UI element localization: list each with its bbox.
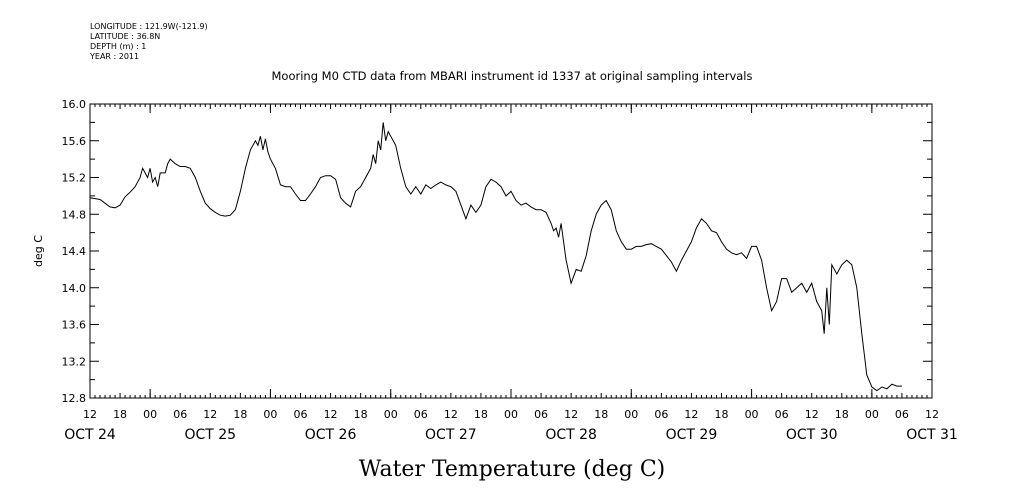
temperature-series-line xyxy=(89,122,902,392)
x-tick-label: 06 xyxy=(534,408,548,421)
chart-title: Mooring M0 CTD data from MBARI instrumen… xyxy=(272,69,753,83)
x-tick-label: 12 xyxy=(684,408,698,421)
x-tick-label: 18 xyxy=(354,408,368,421)
x-tick-label: 12 xyxy=(925,408,939,421)
y-axis-label: deg C xyxy=(32,235,45,267)
x-tick-label: 06 xyxy=(294,408,308,421)
y-tick-label: 12.8 xyxy=(62,392,87,405)
latitude-text: LATITUDE : 36.8N xyxy=(90,32,161,41)
y-tick-label: 13.2 xyxy=(62,355,87,368)
x-tick-label: 18 xyxy=(113,408,127,421)
x-tick-label: 00 xyxy=(143,408,157,421)
x-tick-label: 06 xyxy=(654,408,668,421)
x-tick-label: 00 xyxy=(504,408,518,421)
x-tick-label: 00 xyxy=(745,408,759,421)
x-tick-label: 12 xyxy=(805,408,819,421)
x-tick-label: 00 xyxy=(865,408,879,421)
year-text: YEAR : 2011 xyxy=(90,52,140,61)
x-tick-label: 12 xyxy=(203,408,217,421)
x-tick-label: 12 xyxy=(83,408,97,421)
x-tick-label: 12 xyxy=(564,408,578,421)
x-tick-label: 00 xyxy=(384,408,398,421)
x-tick-label: 18 xyxy=(594,408,608,421)
axis-ticks xyxy=(89,103,933,399)
x-tick-label: 06 xyxy=(895,408,909,421)
x-tick-label: 18 xyxy=(835,408,849,421)
y-tick-label: 14.4 xyxy=(62,245,87,258)
x-tick-label: 00 xyxy=(624,408,638,421)
x-tick-label: 06 xyxy=(414,408,428,421)
y-tick-label: 14.8 xyxy=(62,208,87,221)
x-day-label: OCT 29 xyxy=(666,427,718,443)
x-tick-label: 06 xyxy=(173,408,187,421)
x-day-label: OCT 27 xyxy=(425,427,477,443)
x-axis-label: Water Temperature (deg C) xyxy=(359,457,666,482)
y-tick-label: 13.6 xyxy=(62,319,87,332)
x-day-label: OCT 26 xyxy=(305,427,357,443)
y-tick-label: 15.6 xyxy=(62,135,87,148)
plot-frame xyxy=(89,103,933,399)
x-day-label: OCT 30 xyxy=(786,427,838,443)
x-tick-label: 00 xyxy=(263,408,277,421)
station-metadata: LONGITUDE : 121.9W(-121.9) LATITUDE : 36… xyxy=(90,22,208,62)
y-tick-labels: 12.8 13.2 13.6 14.0 14.4 14.8 15.2 15.6 16.0 xyxy=(62,98,87,405)
depth-text: DEPTH (m) : 1 xyxy=(90,42,147,51)
x-tick-label: 18 xyxy=(233,408,247,421)
x-tick-label: 12 xyxy=(444,408,458,421)
x-tick-label: 12 xyxy=(324,408,338,421)
x-tick-label: 18 xyxy=(715,408,729,421)
longitude-text: LONGITUDE : 121.9W(-121.9) xyxy=(90,22,208,31)
y-tick-label: 16.0 xyxy=(62,98,87,111)
y-tick-label: 14.0 xyxy=(62,282,87,295)
y-tick-label: 15.2 xyxy=(62,172,87,185)
x-day-label: OCT 28 xyxy=(545,427,597,443)
x-day-label: OCT 24 xyxy=(64,427,116,443)
x-day-labels: OCT 24 OCT 25 OCT 26 OCT 27 OCT 28 OCT 29 OCT … xyxy=(64,427,958,443)
x-day-label: OCT 25 xyxy=(184,427,236,443)
x-tick-label: 18 xyxy=(474,408,488,421)
x-tick-label: 06 xyxy=(775,408,789,421)
x-hour-labels: 12 18 00 06 12 18 00 06 12 18 00 06 12 18 00 06 12 18 00 06… xyxy=(83,408,939,421)
x-day-label: OCT 31 xyxy=(906,427,958,443)
